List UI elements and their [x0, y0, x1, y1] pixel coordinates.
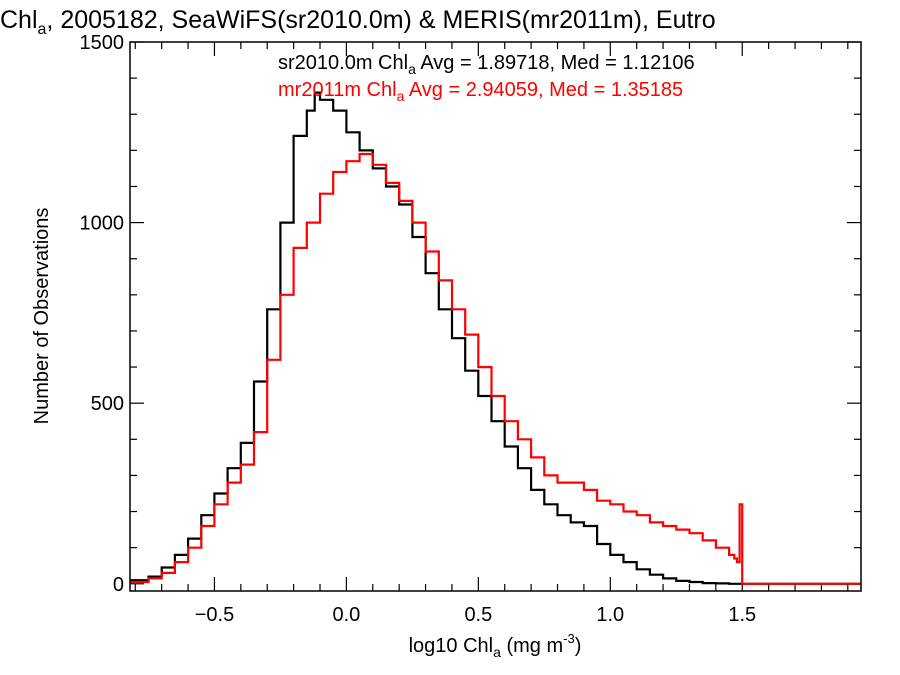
x-tick-label: 0.0: [332, 604, 360, 626]
legend-entry-sr2010: sr2010.0m Chla Avg = 1.89718, Med = 1.12…: [278, 52, 695, 77]
legend-entry-mr2011: mr2011m Chla Avg = 2.94059, Med = 1.3518…: [278, 79, 683, 104]
legend: sr2010.0m Chla Avg = 1.89718, Med = 1.12…: [278, 52, 695, 104]
plot-frame: [129, 41, 862, 592]
x-tick-label: 1.5: [728, 604, 756, 626]
y-tick-label: 1000: [80, 213, 125, 235]
y-axis-label: Number of Observations: [31, 208, 53, 425]
series-sr2010.0m: [130, 91, 861, 585]
svg-text:Number of Observations: Number of Observations: [31, 208, 53, 425]
axis-ticks: [130, 41, 861, 591]
x-tick-label: 1.0: [596, 604, 624, 626]
x-tick-label: 0.5: [464, 604, 492, 626]
data-series: [130, 91, 861, 585]
x-tick-label: −0.5: [195, 604, 234, 626]
x-axis-label: log10 Chla (mg m-3): [409, 631, 582, 660]
y-tick-label: 1500: [80, 32, 125, 54]
y-tick-label: 500: [91, 393, 124, 415]
y-tick-label: 0: [113, 574, 124, 596]
tick-labels: −0.5 0.0 0.5 1.0 1.5 0 500 1000 1500: [80, 32, 757, 626]
series-mr2011m: [130, 152, 861, 585]
chart-title: Chla, 2005182, SeaWiFS(sr2010.0m) & MERI…: [0, 6, 716, 38]
